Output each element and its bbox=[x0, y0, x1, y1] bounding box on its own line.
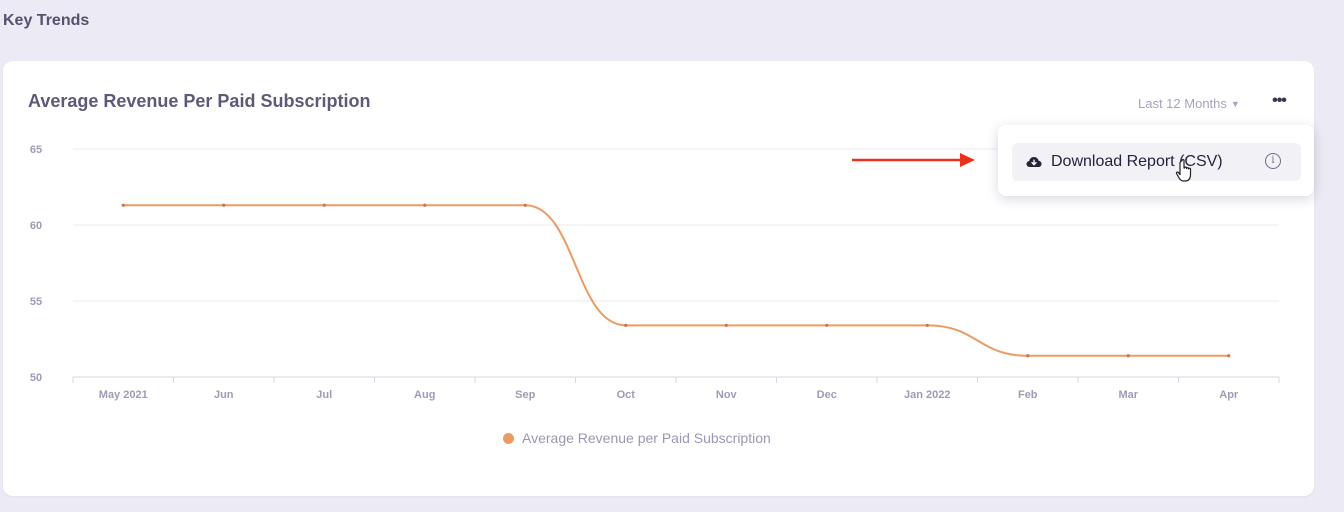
data-point bbox=[925, 323, 929, 327]
data-point bbox=[423, 203, 427, 207]
legend-label: Average Revenue per Paid Subscription bbox=[522, 430, 771, 446]
date-range-select[interactable]: Last 12 Months ▼ bbox=[1138, 96, 1240, 111]
data-point bbox=[121, 203, 125, 207]
x-tick-label: Apr bbox=[1219, 389, 1239, 401]
y-tick-label: 50 bbox=[30, 372, 42, 384]
series-line bbox=[123, 204, 1229, 357]
data-point bbox=[1227, 354, 1231, 358]
data-point bbox=[523, 203, 527, 207]
date-range-label: Last 12 Months bbox=[1138, 96, 1227, 111]
annotation-arrow-icon bbox=[852, 153, 975, 167]
data-point bbox=[322, 203, 326, 207]
data-point bbox=[222, 203, 226, 207]
cloud-download-icon bbox=[1026, 157, 1042, 167]
x-tick-label: Oct bbox=[617, 389, 636, 401]
download-report-label: Download Report (CSV) bbox=[1051, 153, 1223, 170]
section-title: Key Trends bbox=[3, 12, 90, 29]
download-report-csv-item[interactable]: Download Report (CSV) i bbox=[1012, 143, 1301, 181]
legend-marker bbox=[503, 432, 514, 444]
x-tick-label: Mar bbox=[1118, 389, 1138, 401]
data-point bbox=[1026, 354, 1030, 358]
more-options-button[interactable]: ••• bbox=[1272, 92, 1287, 109]
x-tick-label: Jan 2022 bbox=[904, 389, 950, 401]
x-tick-label: May 2021 bbox=[99, 389, 148, 401]
chart-legend[interactable]: Average Revenue per Paid Subscription bbox=[503, 430, 771, 446]
data-point bbox=[624, 323, 628, 327]
y-tick-label: 55 bbox=[30, 296, 42, 308]
x-tick-label: Aug bbox=[414, 389, 435, 401]
data-point bbox=[825, 323, 829, 327]
options-menu: Download Report (CSV) i bbox=[998, 125, 1314, 196]
data-point bbox=[724, 323, 728, 327]
x-tick-label: Dec bbox=[817, 389, 837, 401]
y-tick-label: 60 bbox=[30, 220, 42, 232]
x-tick-label: Feb bbox=[1018, 389, 1038, 401]
x-tick-label: Jun bbox=[214, 389, 234, 401]
hand-pointer-icon bbox=[1175, 159, 1192, 182]
chevron-down-icon: ▼ bbox=[1230, 99, 1240, 109]
chart-title: Average Revenue Per Paid Subscription bbox=[28, 91, 371, 111]
data-point bbox=[1126, 354, 1130, 358]
line-chart: 50 55 60 65 May 2021 Jun Jul Aug Sep Oct Nov Dec Jan… bbox=[30, 144, 1280, 401]
x-tick-label: Nov bbox=[716, 389, 738, 401]
y-tick-label: 65 bbox=[30, 144, 42, 156]
x-tick-label: Sep bbox=[515, 389, 535, 401]
info-circle-icon[interactable]: i bbox=[1265, 153, 1281, 169]
x-tick-label: Jul bbox=[316, 389, 332, 401]
